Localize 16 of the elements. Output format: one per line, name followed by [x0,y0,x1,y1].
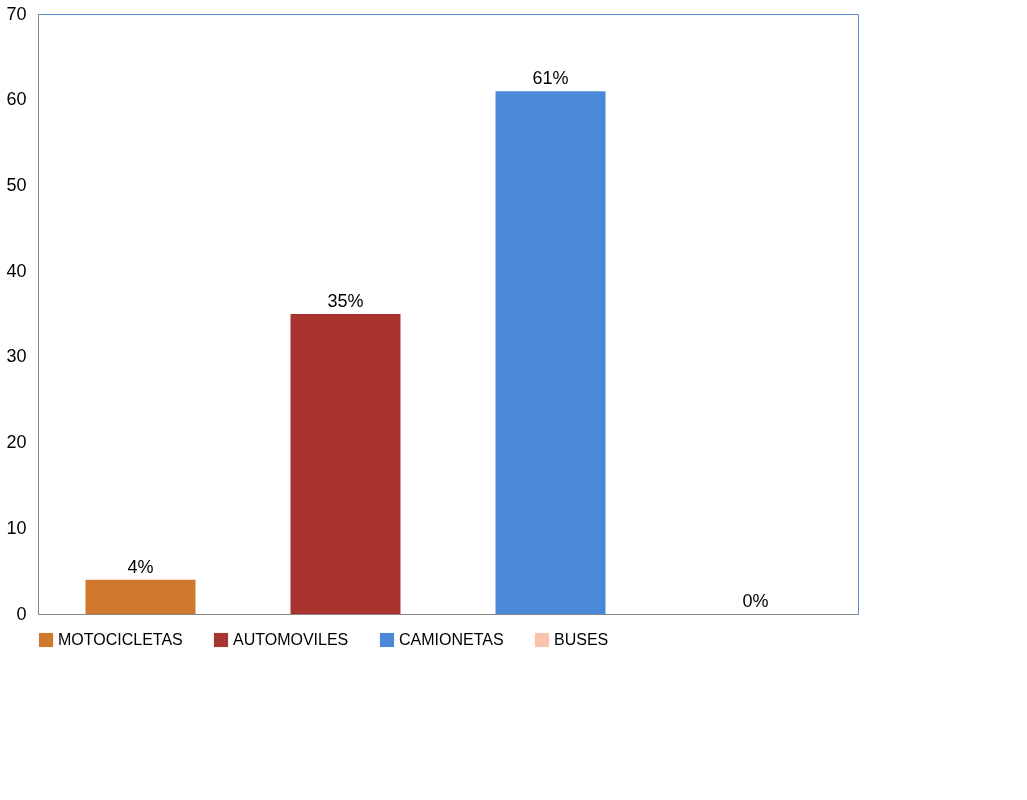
legend-label: AUTOMOVILES [233,631,349,648]
y-tick-label: 0 [16,603,27,624]
data-label: 35% [327,291,364,311]
y-tick-label: 70 [6,3,27,24]
y-tick-label: 10 [6,517,27,538]
legend-label: CAMIONETAS [399,631,504,648]
data-label: 61% [532,68,569,89]
y-tick-label: 40 [6,260,27,281]
legend-label: BUSES [554,631,609,648]
legend-label: MOTOCICLETAS [58,631,183,648]
y-tick-label: 60 [6,89,27,110]
y-tick-label: 20 [6,432,27,453]
y-tick-label: 30 [6,346,27,367]
y-tick-label: 50 [6,174,27,195]
data-label: 0% [742,591,769,611]
data-label: 4% [127,556,154,577]
